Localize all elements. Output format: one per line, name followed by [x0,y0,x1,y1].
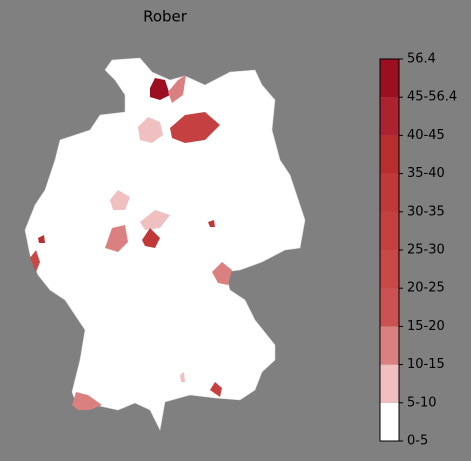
region [140,210,170,230]
country-outline [24,57,306,431]
colorbar-label: 15-20 [407,319,445,334]
region [208,220,215,227]
colorbar-segment [380,135,399,174]
region [105,225,128,252]
colorbar-label: 25-30 [407,243,445,258]
colorbar-label: 0-5 [407,434,428,449]
colorbar-label: 40-45 [407,128,445,143]
region [168,75,186,103]
colorbar-segment [380,402,399,441]
map-title: Rober [143,8,188,26]
germany-map [24,57,306,431]
colorbar-label: 45-56.4 [407,90,457,105]
colorbar-label: 30-35 [407,204,445,219]
region [30,250,40,272]
colorbar-segment [380,250,399,289]
colorbar-label: 56.4 [407,52,436,67]
colorbar: 0-5 5-10 10-15 15-20 20-25 25-30 30-35 35-40 40-… [379,52,457,449]
region [212,262,232,285]
region [38,235,45,243]
region [138,117,163,143]
region [180,372,185,382]
region [110,190,130,210]
colorbar-label: 20-25 [407,281,445,296]
region [142,228,160,248]
region [72,392,102,410]
region [210,382,222,397]
region [150,78,170,100]
colorbar-segment [380,326,399,365]
region [170,112,220,143]
colorbar-label: 35-40 [407,166,445,181]
colorbar-segment [380,97,399,136]
colorbar-segment [380,211,399,250]
colorbar-segment [380,364,399,403]
colorbar-label: 5-10 [407,395,437,410]
colorbar-segment [380,59,399,98]
colorbar-segment [380,288,399,327]
colorbar-label: 10-15 [407,357,445,372]
colorbar-segment [380,173,399,212]
